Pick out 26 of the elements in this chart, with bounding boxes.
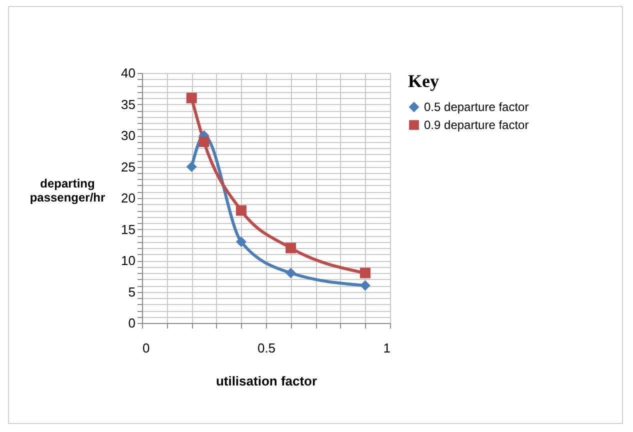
legend-title: Key <box>408 71 439 91</box>
x-tick-label: 1 <box>383 340 390 356</box>
point <box>360 268 370 278</box>
point <box>236 236 246 247</box>
y-tick-label: 0 <box>128 316 136 330</box>
point <box>286 268 296 278</box>
y-tick-label: 35 <box>121 96 136 112</box>
legend-label: 0.5 departure factor <box>424 100 529 114</box>
y-tick-label: 15 <box>121 222 136 237</box>
point <box>198 136 210 147</box>
y-axis-title: departing passenger/hr <box>30 176 106 204</box>
point <box>186 92 197 104</box>
y-tick-label: 5 <box>128 284 136 300</box>
y-tick-label: 20 <box>121 190 136 206</box>
legend-label: 0.9 departure factor <box>424 118 529 132</box>
x-axis-title: utilisation factor <box>216 374 318 388</box>
y-tick-label: 40 <box>121 66 136 80</box>
point <box>286 242 296 254</box>
y-tick-label: 25 <box>121 159 136 174</box>
x-tick-label: 0.5 <box>257 340 276 356</box>
y-tick-label: 30 <box>121 128 136 143</box>
point <box>360 280 370 291</box>
point <box>186 162 197 172</box>
x-tick-label: 0 <box>142 340 150 356</box>
y-tick-label: 10 <box>121 253 136 268</box>
point <box>236 205 246 216</box>
